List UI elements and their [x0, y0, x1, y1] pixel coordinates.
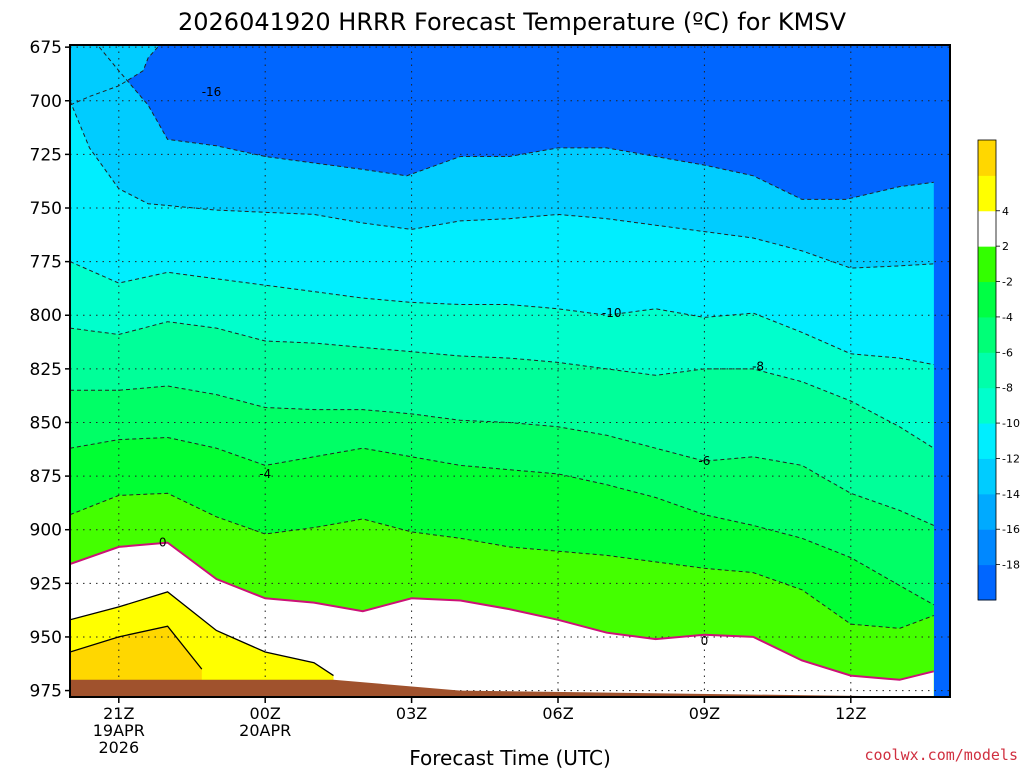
y-tick-label: 925: [30, 574, 62, 594]
chart-title: 2026041920 HRRR Forecast Temperature (ºC…: [178, 8, 847, 36]
y-tick-label: 850: [30, 413, 62, 433]
grid-lines: [70, 45, 950, 697]
colorbar-label: -16: [1002, 523, 1020, 536]
y-axis-ticks: 675 700 725 750 775 800 825 850 875 900 925 950 975: [30, 38, 70, 702]
y-tick-label: 775: [30, 253, 62, 273]
isotherm-line: [70, 591, 334, 677]
colorbar-label: 4: [1002, 205, 1009, 218]
colorbar: -18 -16 -14 -12 -10 -8 -6 -4 -2 2 4: [977, 139, 1020, 601]
contour-label: -10: [602, 306, 622, 320]
colorbar-label: -8: [1002, 382, 1013, 395]
isotherm-line: [70, 625, 203, 670]
isotherm-line: [70, 541, 935, 681]
contour-label: -16: [202, 85, 222, 99]
terrain-surface: [70, 679, 934, 697]
colorbar-swatch: [978, 316, 996, 353]
temperature-fill-bands: [70, 45, 950, 697]
x-tick-label: 00Z: [250, 704, 281, 723]
x-tick-label: 20APR: [239, 721, 291, 740]
y-tick-label: 700: [30, 92, 62, 112]
colorbar-label: -12: [1002, 452, 1020, 465]
colorbar-swatch: [978, 281, 996, 318]
colorbar-frame: [977, 139, 997, 601]
y-tick-label: 825: [30, 360, 62, 380]
colorbar-swatch: [978, 387, 996, 424]
y-tick-label: 675: [30, 38, 62, 58]
colorbar-swatch: [978, 423, 996, 459]
x-tick-label: 2026: [98, 738, 139, 757]
isotherm-line: [70, 261, 934, 366]
colorbar-label: -2: [1002, 276, 1013, 289]
colorbar-swatch: [978, 175, 996, 212]
isotherm-line: [70, 385, 935, 526]
plot-frame: [69, 44, 951, 698]
colorbar-swatch: [978, 210, 996, 247]
terrain-fill: [70, 679, 934, 697]
y-tick-label: 725: [30, 145, 62, 165]
colorbar-label: 2: [1002, 240, 1009, 253]
contour-label: 0: [159, 536, 167, 550]
y-tick-label: 750: [30, 199, 62, 219]
y-tick-label: 800: [30, 306, 62, 326]
source-credit: coolwx.com/models: [864, 746, 1018, 764]
colorbar-swatch: [978, 140, 996, 176]
colorbar-label: -18: [1002, 559, 1020, 572]
x-tick-label: 19APR: [93, 721, 145, 740]
colorbar-label: -6: [1002, 346, 1013, 359]
colorbar-swatch: [978, 493, 996, 530]
x-tick-label: 03Z: [396, 704, 427, 723]
contour-label: 0: [701, 634, 709, 648]
colorbar-label: -4: [1002, 311, 1013, 324]
isotherm-lines: [70, 46, 935, 681]
x-tick-label: 12Z: [835, 704, 866, 723]
x-tick-label: 06Z: [542, 704, 573, 723]
x-tick-label: 09Z: [689, 704, 720, 723]
contour-labels: -16 -10 -8 -6 -4 0 0: [159, 85, 764, 648]
isotherm-line: [70, 100, 934, 269]
y-tick-label: 900: [30, 521, 62, 541]
plot-area: -16 -10 -8 -6 -4 0 0: [70, 45, 950, 697]
x-axis-label: Forecast Time (UTC): [409, 746, 611, 768]
colorbar-swatch: [978, 458, 996, 495]
colorbar-label: -14: [1002, 488, 1020, 501]
band-above-4: [70, 626, 202, 697]
isotherm-line: [70, 492, 934, 629]
colorbar-swatch: [978, 529, 996, 566]
x-tick-label: 21Z: [103, 704, 134, 723]
contour-label: -6: [698, 454, 710, 468]
isotherm-line: [70, 321, 935, 449]
colorbar-swatch: [978, 352, 996, 389]
y-tick-label: 975: [30, 682, 62, 702]
contour-label: -8: [752, 360, 764, 374]
colorbar-swatch: [978, 246, 996, 283]
isotherm-line: [70, 436, 935, 606]
y-tick-label: 875: [30, 467, 62, 487]
colorbar-swatch: [978, 564, 996, 601]
y-tick-label: 950: [30, 628, 62, 648]
contour-label: -4: [259, 467, 271, 481]
colorbar-label: -10: [1002, 417, 1020, 430]
isotherm-line: [70, 46, 159, 106]
